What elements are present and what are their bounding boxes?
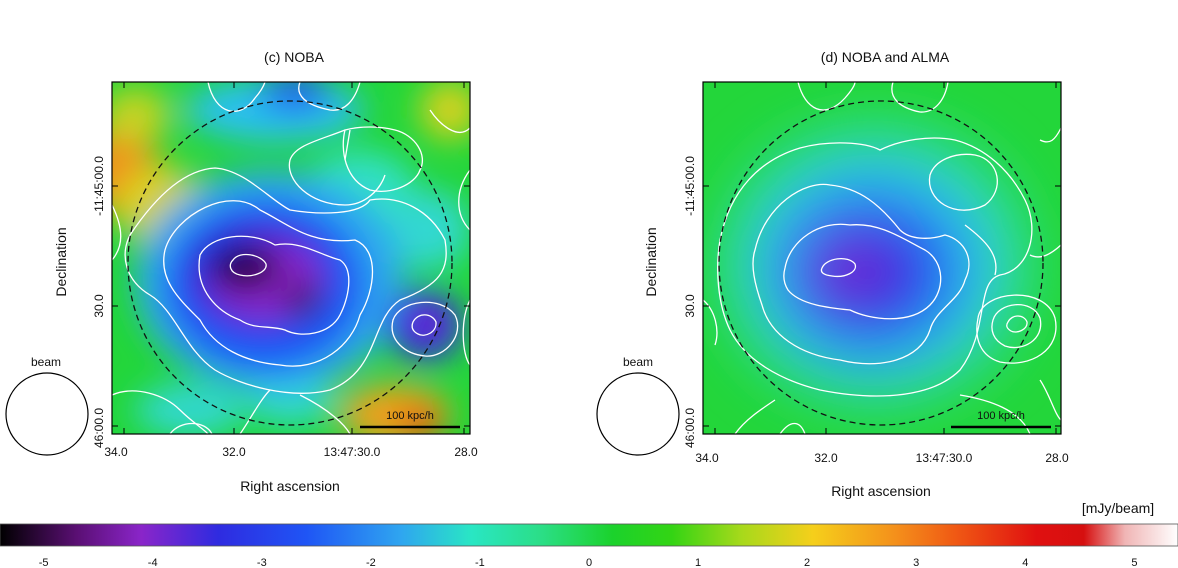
panel-c-title: (c) NOBA	[264, 49, 325, 65]
panel-c-ylabel: Declination	[53, 227, 69, 296]
colorbar-tick-label: 2	[804, 557, 810, 568]
panel-c-xtick: 32.0	[222, 445, 246, 459]
panel-d-beam-circle	[596, 372, 680, 456]
panel-d-ytick: -11:45:00.0	[683, 156, 697, 216]
panel-c-xtick: 28.0	[454, 445, 478, 459]
colorbar-gradient	[0, 523, 1178, 547]
panel-c-ticks	[112, 82, 470, 434]
panel-d-ytick: 30.0	[683, 294, 697, 318]
panel-d-xtick: 34.0	[695, 451, 719, 465]
panel-d-ytick: 46:00.0	[683, 408, 697, 448]
colorbar-tick-label: 4	[1022, 557, 1028, 568]
panel-d-xtick: 32.0	[814, 451, 838, 465]
panel-c-beam-label: beam	[31, 355, 61, 369]
panel-c-ytick: 46:00.0	[92, 408, 106, 448]
panel-d-xtick: 28.0	[1045, 451, 1069, 465]
panel-d-region-circle	[718, 100, 1044, 426]
panel-c: (c) NOBA	[5, 49, 478, 494]
colorbar-tick-label: -3	[257, 557, 267, 568]
panel-c-ytick: -11:45:00.0	[92, 156, 106, 216]
panel-c-contours	[112, 82, 470, 434]
colorbar-tick-label: -4	[148, 557, 158, 568]
panel-c-region-circle	[127, 100, 453, 426]
panel-d-ylabel: Declination	[643, 227, 659, 296]
panel-d-xlabel: Right ascension	[831, 483, 931, 499]
panel-d: (d) NOBA and ALMA	[596, 49, 1069, 499]
panel-c-map	[112, 82, 470, 434]
panel-c-xlabel: Right ascension	[240, 478, 340, 494]
panel-c-scalebar-label: 100 kpc/h	[386, 410, 434, 422]
colorbar: [mJy/beam] -5 -4 -3 -2 -1 0 1 2 3 4 5	[0, 500, 1178, 568]
panel-c-xtick: 13:47:30.0	[324, 445, 381, 459]
colorbar-tick-label: 1	[695, 557, 701, 568]
colorbar-tick-label: -5	[39, 557, 49, 568]
panel-d-scalebar-label: 100 kpc/h	[977, 410, 1025, 422]
colorbar-tick-label: 5	[1131, 557, 1137, 568]
panel-d-ticks	[703, 82, 1061, 434]
colorbar-tick-label: -2	[366, 557, 376, 568]
panel-d-beam-label: beam	[623, 355, 653, 369]
panel-d-map	[703, 82, 1061, 434]
panel-d-frame	[702, 81, 1062, 435]
colorbar-unit-label: [mJy/beam]	[1082, 500, 1154, 516]
panel-d-contours	[703, 82, 1061, 434]
panel-d-title: (d) NOBA and ALMA	[821, 49, 950, 65]
colorbar-tick-label: 0	[586, 557, 592, 568]
panel-c-beam-circle	[5, 372, 89, 456]
panel-c-ytick: 30.0	[92, 294, 106, 318]
panel-c-xtick: 34.0	[104, 445, 128, 459]
panel-d-xtick: 13:47:30.0	[916, 451, 973, 465]
colorbar-tick-label: -1	[475, 557, 485, 568]
colorbar-tick-label: 3	[913, 557, 919, 568]
colorbar-ticks: -5 -4 -3 -2 -1 0 1 2 3 4 5	[39, 557, 1138, 568]
panel-c-frame	[111, 81, 471, 435]
